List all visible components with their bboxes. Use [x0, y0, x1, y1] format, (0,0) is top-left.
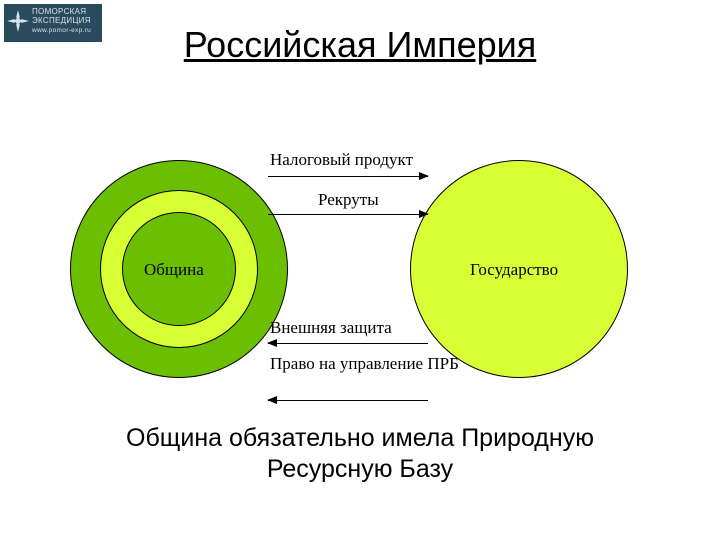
right-node-label: Государство	[470, 260, 558, 280]
page-title: Российская Империя	[0, 24, 720, 66]
left-node-label: Община	[144, 260, 204, 280]
caption: Община обязательно имела Природную Ресур…	[60, 423, 660, 486]
arrow-recruits	[268, 214, 428, 215]
arrow-defense	[268, 343, 428, 344]
flow-label-prb: Право на управление ПРБ	[270, 355, 460, 374]
diagram: Община Государство Налоговый продукт Рек…	[70, 130, 650, 400]
flow-label-recruits: Рекруты	[318, 190, 379, 210]
arrow-tax	[268, 176, 428, 177]
logo-line1: ПОМОРСКАЯ	[32, 7, 86, 16]
flow-label-tax: Налоговый продукт	[270, 150, 413, 170]
arrow-prb	[268, 400, 428, 401]
flow-label-defense: Внешняя защита	[270, 318, 392, 338]
